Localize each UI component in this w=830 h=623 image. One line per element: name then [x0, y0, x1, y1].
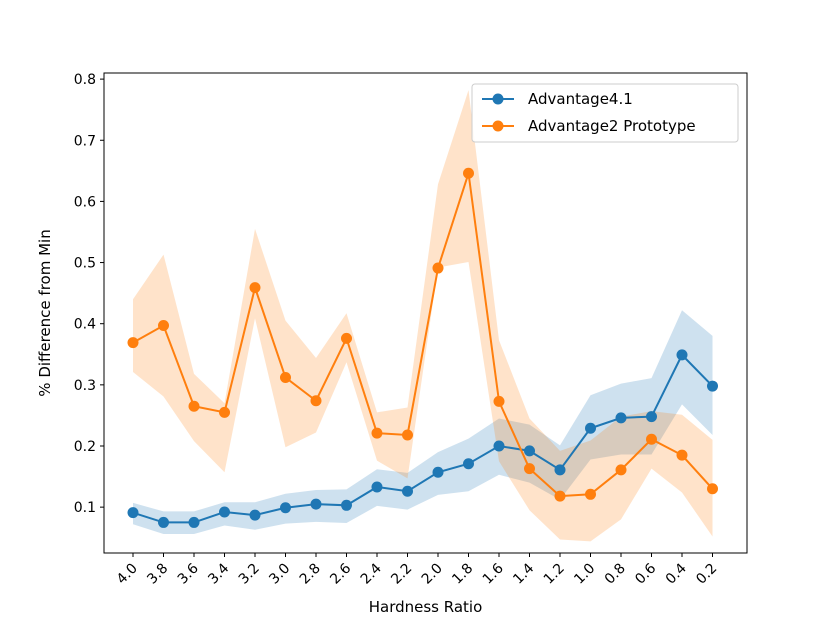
data-point-s1-12: [493, 395, 505, 407]
data-point-s1-9: [402, 429, 413, 441]
data-point-s1-6: [310, 395, 322, 407]
data-point-s0-13: [524, 445, 535, 457]
data-point-s1-0: [127, 337, 139, 349]
y-axis: 0.1 0.2 0.3 0.4 0.5 0.6 0.7 0.8: [74, 72, 104, 516]
x-tick-label-19: 0.2: [693, 561, 720, 588]
data-point-s1-2: [188, 400, 200, 412]
x-tick-label-1: 3.8: [144, 561, 171, 588]
x-tick-label-18: 0.4: [663, 560, 690, 587]
data-point-s1-15: [585, 488, 596, 500]
plot-frame: [103, 72, 748, 554]
data-point-s0-5: [280, 502, 291, 514]
y-tick-label-2: 0.3: [74, 378, 96, 394]
x-tick-label-8: 2.4: [358, 560, 385, 587]
data-point-s0-19: [707, 380, 718, 392]
data-point-s0-15: [585, 422, 596, 434]
x-tick-label-4: 3.2: [236, 561, 263, 588]
data-point-s0-18: [676, 349, 688, 361]
y-tick-label-5: 0.6: [74, 194, 96, 210]
legend: Advantage4.1 Advantage2 Prototype: [471, 83, 739, 143]
x-axis: 4.0 3.8 3.6 3.4 3.2 3.0 2.8 2.6 2.4 2.2 2.0 1.8 1.6 1…: [114, 553, 720, 588]
data-point-s1-8: [371, 427, 383, 439]
data-point-s1-1: [158, 320, 169, 332]
data-point-s0-12: [493, 440, 505, 452]
series-markers: [127, 167, 718, 528]
confidence-band-0: [133, 310, 713, 535]
data-point-s1-18: [676, 449, 688, 461]
x-tick-label-16: 0.8: [602, 561, 629, 588]
x-tick-label-9: 2.2: [388, 561, 415, 588]
data-point-s0-8: [371, 481, 383, 493]
confidence-band-1: [133, 90, 713, 542]
x-tick-label-7: 2.6: [327, 560, 354, 587]
data-point-s1-14: [554, 490, 566, 502]
x-tick-label-0: 4.0: [114, 561, 141, 588]
x-tick-label-3: 3.4: [205, 560, 232, 587]
x-tick-label-12: 1.6: [480, 560, 507, 587]
data-point-s1-16: [615, 464, 627, 476]
data-point-s1-7: [341, 332, 352, 344]
data-point-s0-17: [646, 411, 657, 423]
x-tick-label-10: 2.0: [419, 561, 446, 588]
data-point-s0-16: [615, 412, 627, 424]
y-tick-label-7: 0.8: [74, 72, 96, 88]
data-point-s1-5: [280, 372, 291, 384]
x-tick-label-14: 1.2: [541, 561, 568, 588]
y-tick-label-1: 0.2: [74, 439, 96, 455]
data-point-s0-14: [554, 464, 566, 476]
x-tick-label-5: 3.0: [266, 561, 293, 588]
x-tick-label-17: 0.6: [632, 560, 659, 587]
data-point-s1-19: [707, 483, 718, 495]
y-axis-label: % Difference from Min: [36, 229, 54, 396]
x-tick-label-2: 3.6: [175, 560, 202, 587]
x-axis-label: Hardness Ratio: [369, 598, 483, 616]
data-point-s1-10: [432, 262, 444, 274]
data-point-s0-7: [341, 499, 352, 511]
x-tick-label-13: 1.4: [510, 560, 537, 587]
y-tick-label-4: 0.5: [74, 256, 96, 272]
series-line-1: [132, 172, 714, 498]
confidence-bands: [133, 90, 713, 542]
data-point-s0-0: [127, 507, 139, 519]
x-tick-label-11: 1.8: [449, 561, 476, 588]
data-point-s1-3: [219, 406, 230, 418]
y-tick-label-3: 0.4: [74, 317, 96, 333]
legend-label-1: Advantage2 Prototype: [528, 117, 696, 135]
data-point-s0-2: [188, 516, 200, 528]
data-point-s0-10: [432, 466, 444, 478]
data-point-s1-11: [463, 167, 474, 179]
data-point-s0-6: [310, 498, 322, 510]
legend-box: [471, 83, 739, 143]
legend-marker-0: [492, 93, 504, 105]
legend-label-0: Advantage4.1: [528, 90, 633, 108]
data-point-s1-4: [249, 282, 261, 294]
x-tick-label-6: 2.8: [297, 561, 324, 588]
data-point-s0-4: [249, 509, 261, 521]
y-tick-label-6: 0.7: [74, 133, 96, 149]
data-point-s0-9: [402, 485, 413, 497]
data-point-s1-13: [524, 463, 535, 475]
data-point-s1-17: [646, 433, 657, 445]
legend-marker-1: [492, 120, 504, 132]
x-tick-label-15: 1.0: [571, 561, 598, 588]
y-tick-label-0: 0.1: [74, 500, 96, 516]
data-point-s0-11: [463, 458, 474, 470]
data-point-s0-1: [158, 516, 169, 528]
data-point-s0-3: [219, 506, 230, 518]
